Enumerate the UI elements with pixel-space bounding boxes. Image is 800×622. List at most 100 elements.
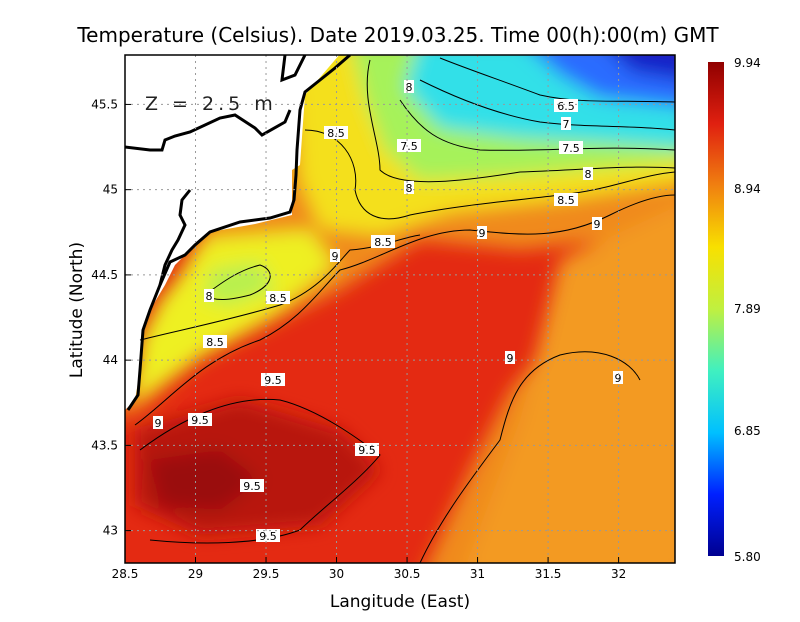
contour-label-text: 9 (479, 227, 486, 240)
contour-label-text: 8 (585, 168, 592, 181)
contour-line-9-south (419, 351, 641, 563)
contour-label-text: 8.5 (206, 336, 224, 349)
contour-labels: 8 6.5 7 7.5 7.5 8.5 8 8 8.5 9 9 8.5 9 8 8.5 8.5 9 9 9.5 9.5… (153, 80, 623, 543)
y-axis-label: Latitude (North) (67, 242, 87, 378)
contour-label-bg (404, 80, 414, 93)
heatmap-region-orange-east (466, 206, 675, 563)
y-axis-ticks: 43 43.5 44 44.5 45 45.5 (91, 97, 131, 538)
y-tick-label: 43.5 (91, 438, 118, 452)
y-tick-label: 44.5 (91, 268, 118, 282)
coastline-inlet (158, 189, 192, 286)
contour-label-text: 9.5 (259, 530, 277, 543)
contour-label: 9 (477, 226, 487, 240)
contour-label: 8.5 (554, 193, 578, 207)
coastline (126, 55, 351, 411)
contour-line-8 (366, 59, 675, 183)
contour-label-bg (371, 235, 395, 248)
x-tick-label: 31 (470, 567, 485, 581)
contour-label: 9 (330, 249, 340, 263)
heatmap-region-darkred-core (150, 450, 260, 510)
contour-line-7.5 (399, 99, 675, 151)
contour-label-bg (330, 249, 340, 262)
contour-label: 9 (153, 416, 163, 430)
contour-label-text: 9.5 (358, 444, 376, 457)
contour-line-8.5-north (304, 129, 675, 220)
contour-label: 7 (561, 117, 571, 131)
contour-label: 7.5 (397, 139, 421, 153)
heatmap-region-darkblue (615, 55, 675, 80)
contour-label-text: 8 (406, 81, 413, 94)
contour-label-text: 9 (507, 352, 514, 365)
contour-label-text: 9 (594, 218, 601, 231)
contour-label-bg (256, 529, 280, 542)
colorbar-tick-label: 5.80 (734, 550, 761, 564)
contour-label-text: 7 (563, 118, 570, 131)
contour-label: 9 (613, 371, 623, 385)
contour-label: 8.5 (266, 291, 290, 305)
contour-label-text: 9 (615, 372, 622, 385)
plot-frame (124, 54, 676, 564)
contour-label: 9.5 (240, 479, 264, 493)
contour-label-bg (613, 371, 623, 384)
contour-label: 8 (404, 80, 414, 94)
contour-line-7 (419, 79, 675, 131)
y-tick-label: 45 (103, 183, 118, 197)
contour-label-text: 9 (332, 250, 339, 263)
contour-label-text: 8.5 (374, 236, 392, 249)
heatmap-layer: 8 6.5 7 7.5 7.5 8.5 8 8 8.5 9 9 8.5 9 8 8.5 8.5 9 9 9.5 9.5… (125, 55, 675, 563)
colorbar-ticks: 9.94 8.94 7.89 6.85 5.80 (734, 56, 761, 564)
colorbar-tick-label: 9.94 (734, 56, 761, 70)
contour-line-9 (134, 194, 675, 426)
contour-label-bg (561, 117, 571, 130)
gridlines (125, 55, 675, 563)
contour-label-bg (355, 443, 379, 456)
contour-label-text: 8.5 (269, 292, 287, 305)
x-tick-label: 31.5 (535, 567, 562, 581)
contour-label-bg (324, 126, 348, 139)
contour-line-6.5 (439, 57, 675, 103)
contour-label-text: 7.5 (400, 140, 418, 153)
heatmap-region-yellow-coast (135, 230, 335, 400)
contour-label-bg (554, 99, 578, 112)
y-tick-label: 45.5 (91, 97, 118, 111)
contour-label-text: 9.5 (191, 414, 209, 427)
contour-label-bg (153, 416, 163, 429)
coastline-spit (280, 55, 307, 83)
contour-label: 9.5 (355, 443, 379, 457)
x-axis-label: Langitude (East) (330, 592, 470, 612)
contour-label-bg (505, 351, 515, 364)
contour-label-bg (240, 479, 264, 492)
coastline-crimea-north (125, 109, 292, 152)
x-tick-label: 32 (611, 567, 626, 581)
land-area (125, 55, 340, 410)
depth-annotation: Z = 2.5 m (145, 93, 277, 115)
contour-label-bg (203, 335, 227, 348)
contour-label: 8 (204, 289, 214, 303)
contour-label-bg (477, 226, 487, 239)
contour-label-bg (404, 181, 414, 194)
contour-label: 8 (404, 181, 414, 195)
contour-label: 8.5 (371, 235, 395, 249)
contour-label: 9.5 (188, 413, 212, 427)
contour-label-bg (559, 141, 583, 154)
contour-label-text: 9 (155, 417, 162, 430)
colorbar-tick-label: 7.89 (734, 302, 761, 316)
contour-label: 6.5 (554, 99, 578, 113)
contour-label-bg (554, 193, 578, 206)
x-tick-label: 28.5 (112, 567, 139, 581)
chart-title: Temperature (Celsius). Date 2019.03.25. … (76, 23, 719, 47)
x-tick-label: 30 (329, 567, 344, 581)
x-tick-label: 29.5 (253, 567, 280, 581)
contour-label-text: 8 (406, 182, 413, 195)
contour-line-9.5 (139, 398, 381, 544)
contour-label-bg (188, 413, 212, 426)
contour-label-bg (261, 373, 285, 386)
colorbar-tick-label: 6.85 (734, 424, 761, 438)
contour-label-text: 8.5 (327, 127, 345, 140)
contour-label-text: 9.5 (264, 374, 282, 387)
contour-label-bg (266, 291, 290, 304)
colorbar-tick-label: 8.94 (734, 182, 761, 196)
y-tick-label: 44 (103, 353, 118, 367)
contour-label-text: 8.5 (557, 194, 575, 207)
